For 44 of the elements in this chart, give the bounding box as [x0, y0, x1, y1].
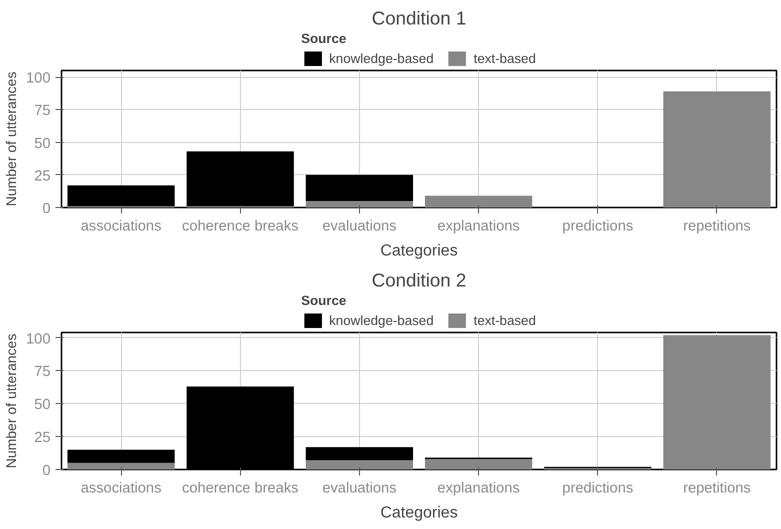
x-tick-label: predictions: [562, 218, 634, 234]
y-tick-label: 75: [34, 103, 51, 120]
y-tick-label: 100: [26, 70, 51, 87]
bar: [306, 174, 414, 201]
bar: [306, 460, 414, 470]
x-tick-label: coherence breaks: [182, 218, 299, 234]
x-tick-label: repetitions: [683, 218, 751, 234]
x-tick-label: repetitions: [683, 480, 751, 496]
x-tick-label: evaluations: [322, 480, 396, 496]
bar: [663, 335, 771, 470]
y-tick-label: 50: [34, 397, 51, 414]
y-tick-label: 25: [34, 430, 51, 446]
x-axis-title: Categories: [380, 242, 458, 260]
legend-label: text-based: [474, 50, 536, 66]
y-tick-label: 0: [42, 463, 51, 479]
x-axis-title: Categories: [380, 504, 458, 522]
legend-label: knowledge-based: [329, 50, 434, 66]
x-tick-label: evaluations: [322, 218, 396, 234]
y-tick-label: 100: [26, 331, 51, 348]
chart-title: Condition 2: [372, 270, 466, 290]
bar: [67, 462, 175, 470]
x-tick-label: coherence breaks: [182, 480, 299, 496]
legend-title: Source: [301, 294, 348, 308]
y-axis-title: Number of utterances: [3, 334, 20, 468]
x-tick-label: predictions: [562, 480, 634, 496]
x-tick-label: associations: [80, 218, 162, 234]
bar: [663, 91, 771, 208]
legend-label: knowledge-based: [329, 312, 434, 328]
x-tick-label: explanations: [437, 218, 520, 234]
y-tick-label: 0: [42, 201, 51, 217]
bar: [67, 450, 175, 463]
bar: [424, 458, 532, 470]
y-tick-label: 50: [34, 136, 51, 152]
legend-label: text-based: [474, 312, 536, 328]
bar: [306, 200, 414, 208]
y-tick-label: 25: [34, 168, 51, 184]
bar: [424, 196, 532, 208]
y-tick-label: 75: [34, 364, 51, 380]
x-tick-label: associations: [80, 480, 162, 496]
bar: [306, 447, 414, 460]
chart-title: Condition 1: [372, 8, 466, 28]
legend-title: Source: [301, 32, 348, 46]
x-tick-label: explanations: [437, 480, 520, 496]
y-axis-title: Number of utterances: [3, 72, 20, 206]
